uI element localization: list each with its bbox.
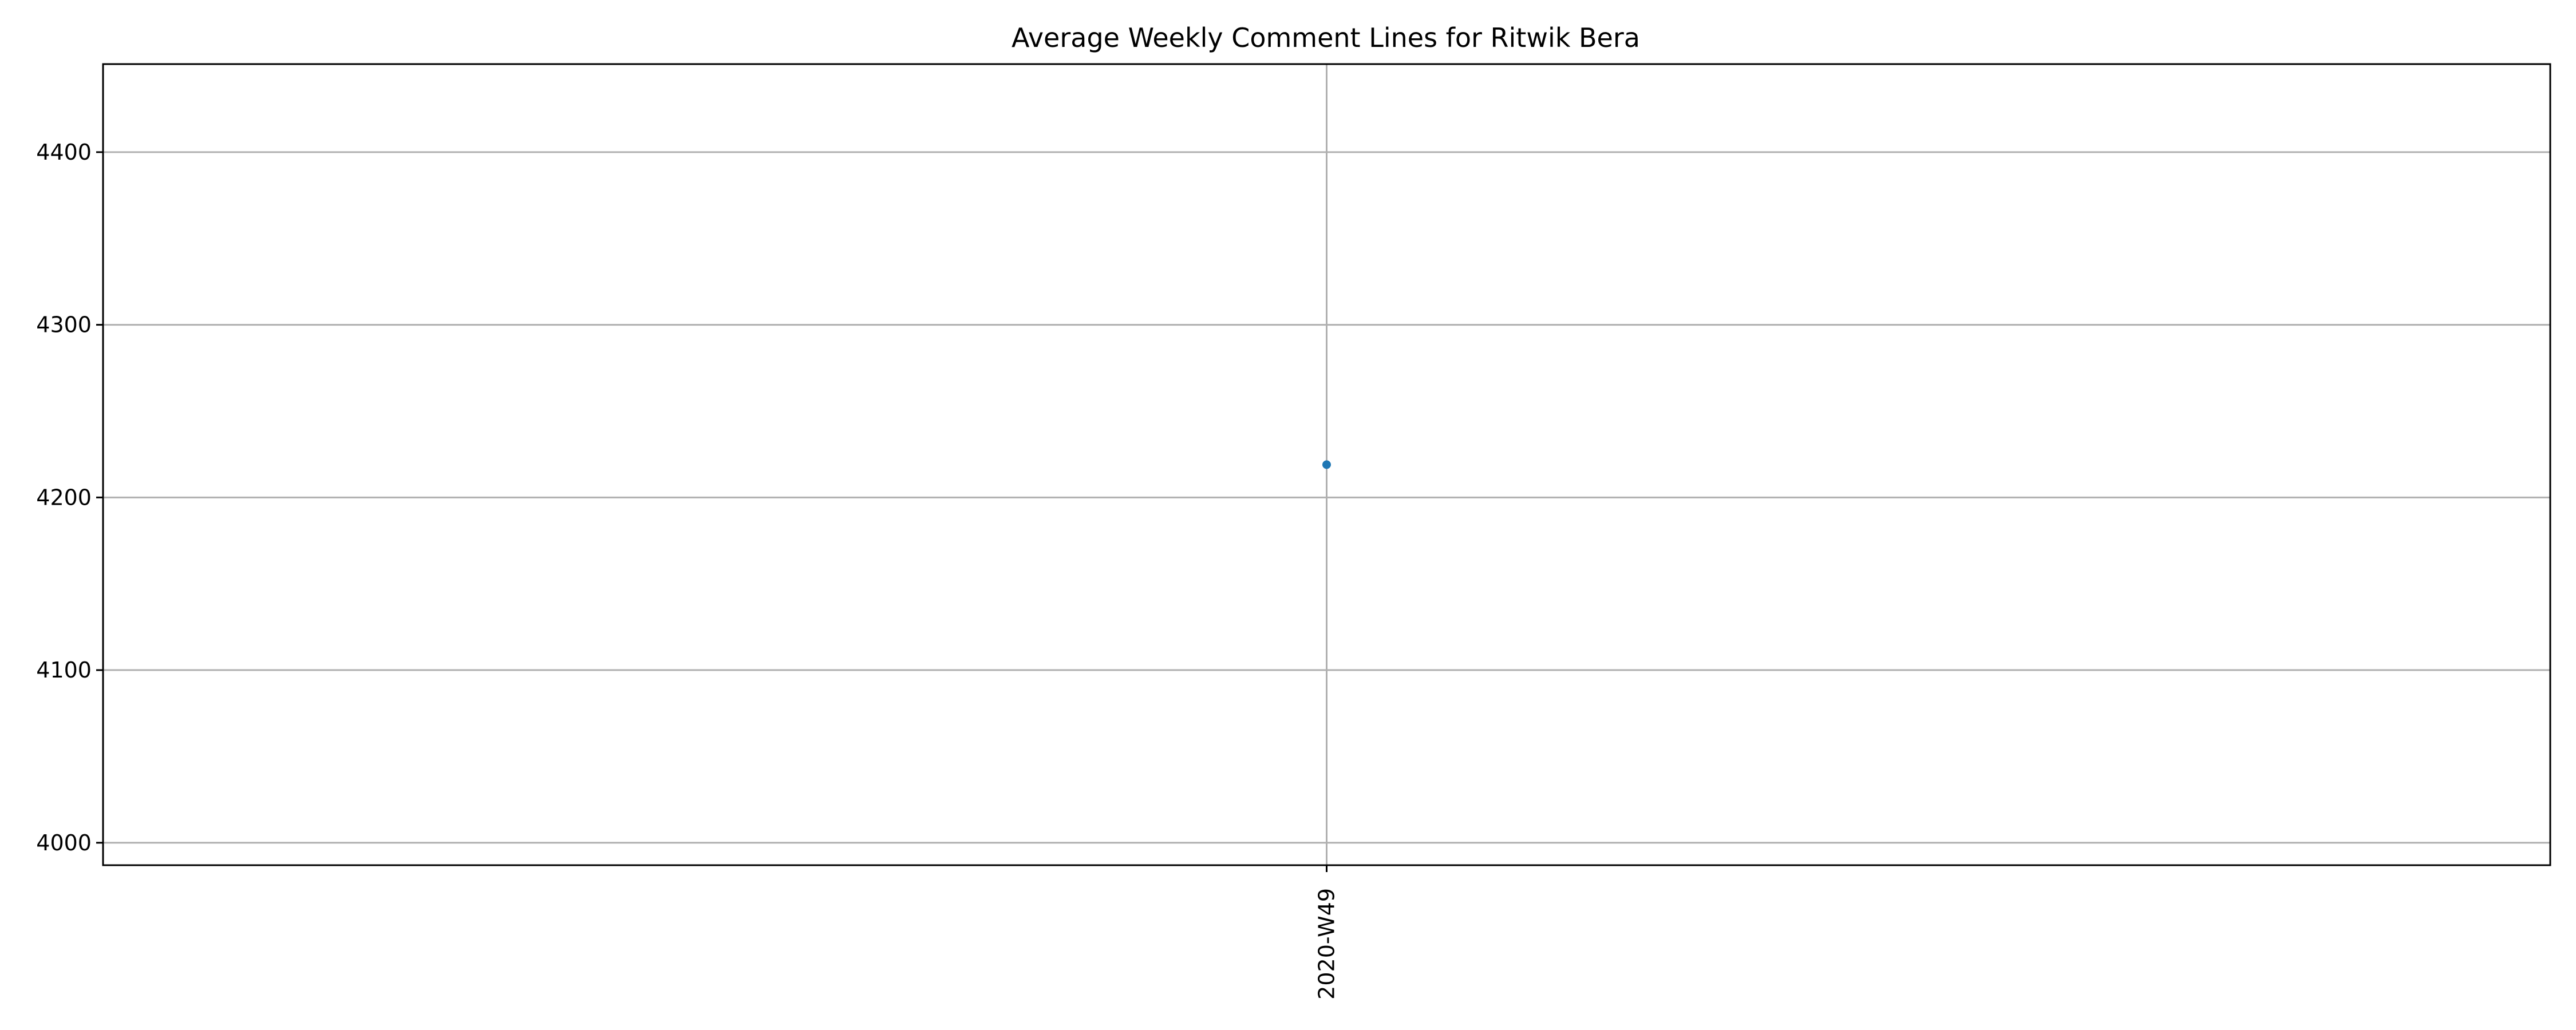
- y-tick-label: 4300: [36, 312, 92, 338]
- chart-title: Average Weekly Comment Lines for Ritwik …: [1012, 22, 1640, 53]
- y-tick-label: 4200: [36, 485, 92, 510]
- x-axis: 2020-W49: [1314, 865, 1340, 1000]
- y-tick-label: 4400: [36, 140, 92, 165]
- x-tick-label: 2020-W49: [1314, 888, 1340, 1000]
- y-axis: 4000 4100 4200 4300 4400: [36, 140, 103, 855]
- y-tick-label: 4000: [36, 830, 92, 855]
- y-tick-label: 4100: [36, 657, 92, 683]
- data-point: [1322, 460, 1331, 469]
- series-layer: [1322, 460, 1331, 469]
